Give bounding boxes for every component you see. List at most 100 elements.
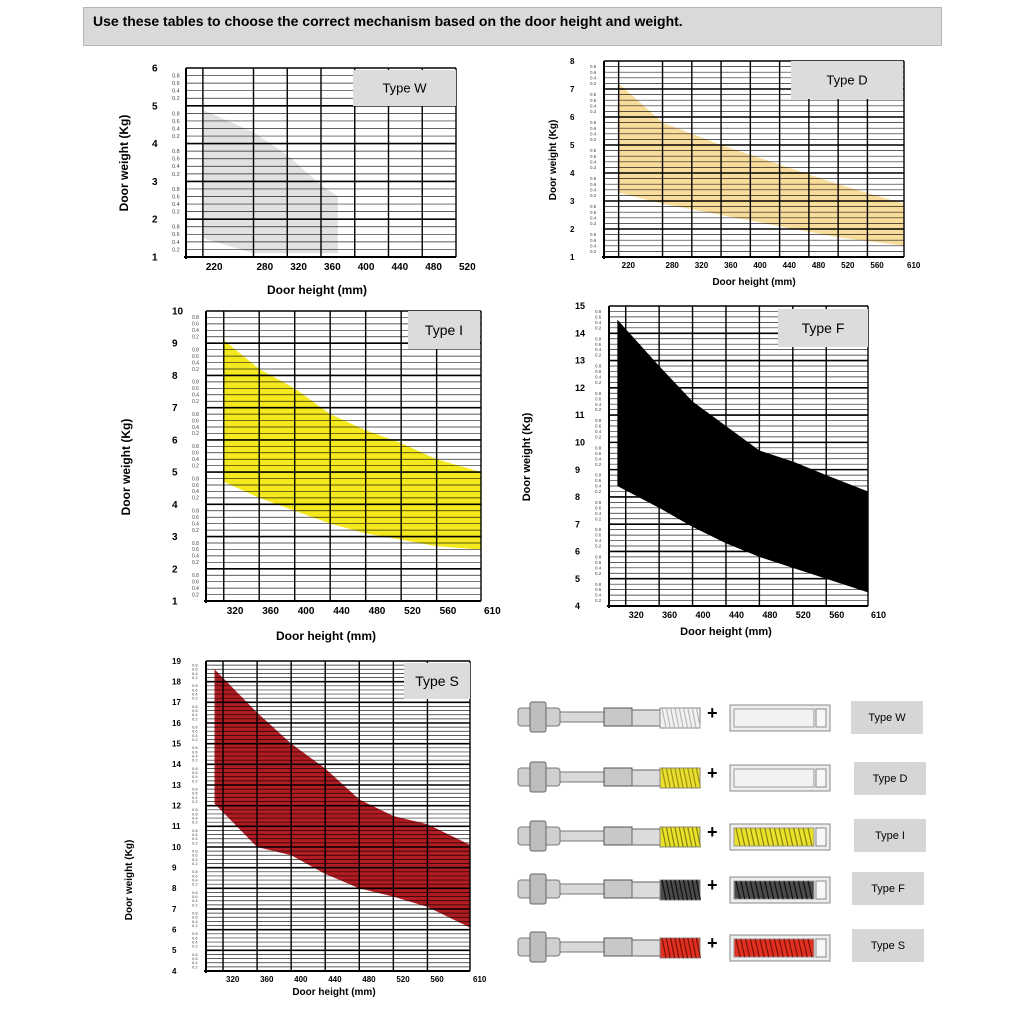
cartridge-cap <box>815 827 827 847</box>
cartridge-coil <box>807 938 813 958</box>
y-minor-tick-label: 0.8 <box>590 120 597 125</box>
y-minor-tick-label: 0.6 <box>192 515 199 521</box>
y-minor-tick-label: 0.4 <box>595 538 602 543</box>
spring-housing <box>631 709 661 727</box>
spring-coil <box>682 937 689 959</box>
hinge-plate <box>529 820 547 852</box>
spring-coil <box>682 826 689 848</box>
x-tick-label: 610 <box>907 261 921 270</box>
y-tick-label: 5 <box>172 946 177 955</box>
x-tick-label: 400 <box>358 262 375 273</box>
y-minor-tick-label: 0.6 <box>192 483 199 489</box>
y-tick-label: 11 <box>172 822 181 831</box>
mechanism-type-badge: Type S <box>852 929 924 962</box>
cartridge-coil <box>769 880 775 900</box>
chart-type-label-box <box>778 309 868 347</box>
y-minor-tick-label: 0.6 <box>192 956 198 961</box>
x-tick-label: 560 <box>440 606 457 617</box>
hinge-mechanism-image <box>517 701 831 733</box>
chart-type-label: Type F <box>802 320 845 336</box>
spring-coil <box>661 879 667 901</box>
y-minor-tick-label: 0.8 <box>192 541 199 547</box>
y-tick-label: 13 <box>575 356 585 366</box>
y-minor-tick-label: 0.2 <box>192 923 198 928</box>
y-minor-tick-label: 0.4 <box>590 159 597 164</box>
y-minor-tick-label: 0.8 <box>595 364 602 369</box>
mechanism-type-badge: Type I <box>854 819 926 852</box>
cartridge-coil <box>764 827 770 847</box>
y-minor-tick-label: 0.8 <box>595 309 602 314</box>
y-minor-tick-label: 0.6 <box>172 157 180 163</box>
spring-coil <box>670 826 676 848</box>
y-tick-label: 5 <box>570 141 575 150</box>
spring-coil <box>661 767 667 789</box>
y-minor-tick-label: 0.6 <box>192 708 198 713</box>
x-tick-label: 360 <box>324 262 341 273</box>
y-tick-label: 1 <box>172 597 178 608</box>
cartridge-coil <box>754 938 760 958</box>
y-minor-tick-label: 0.4 <box>192 877 198 882</box>
y-minor-tick-label: 0.4 <box>172 202 180 208</box>
y-minor-tick-label: 0.2 <box>172 96 180 102</box>
y-minor-tick-label: 0.2 <box>192 463 199 469</box>
x-tick-label: 320 <box>227 606 244 617</box>
hinge-plate <box>529 761 547 793</box>
spring-coil <box>670 879 676 901</box>
cartridge-coil <box>754 880 760 900</box>
y-minor-tick-label: 0.2 <box>192 399 199 405</box>
y-minor-tick-label: 0.6 <box>590 210 597 215</box>
cartridge-cap <box>815 938 827 958</box>
hinge-link <box>603 767 633 787</box>
y-minor-tick-label: 0.6 <box>595 424 602 429</box>
x-axis-title: Door height (mm) <box>680 626 772 638</box>
y-minor-tick-label: 0.4 <box>192 360 199 366</box>
y-minor-tick-label: 0.4 <box>595 456 602 461</box>
x-tick-label: 360 <box>662 610 677 620</box>
y-tick-label: 6 <box>570 113 575 122</box>
y-tick-label: 8 <box>172 884 177 893</box>
y-minor-tick-label: 0.8 <box>595 391 602 396</box>
y-minor-tick-label: 0.6 <box>192 547 199 553</box>
x-axis-title: Door height (mm) <box>276 629 376 643</box>
spring <box>659 767 701 789</box>
y-minor-tick-label: 0.8 <box>590 232 597 237</box>
x-tick-label: 610 <box>484 606 501 617</box>
cartridge-coil <box>807 827 813 847</box>
y-minor-tick-label: 0.4 <box>595 484 602 489</box>
y-minor-tick-label: 0.8 <box>192 380 199 386</box>
y-minor-tick-label: 0.2 <box>595 325 602 330</box>
x-tick-label: 480 <box>762 610 777 620</box>
y-minor-tick-label: 0.4 <box>595 593 602 598</box>
y-minor-tick-label: 0.8 <box>192 787 198 792</box>
y-minor-tick-label: 0.2 <box>595 434 602 439</box>
spring-coil <box>691 879 697 901</box>
x-tick-label: 480 <box>362 975 376 984</box>
y-minor-tick-label: 0.2 <box>192 367 199 373</box>
spring-housing <box>631 939 661 957</box>
y-minor-tick-label: 0.2 <box>172 210 180 216</box>
x-axis-title: Door height (mm) <box>267 283 367 297</box>
y-minor-tick-label: 0.4 <box>595 374 602 379</box>
y-minor-tick-label: 0.6 <box>172 119 180 125</box>
y-minor-tick-label: 0.4 <box>192 939 198 944</box>
x-axis-title: Door height (mm) <box>712 277 795 288</box>
y-axis-title: Door weight (Kg) <box>124 840 135 921</box>
y-minor-tick-label: 0.2 <box>590 81 597 86</box>
spring-coil <box>687 767 693 789</box>
y-tick-label: 9 <box>172 863 177 872</box>
y-minor-tick-label: 0.4 <box>595 320 602 325</box>
mechanism-row: + Type F <box>512 870 932 910</box>
cartridge-coil <box>773 938 779 958</box>
y-minor-tick-label: 0.2 <box>172 172 180 178</box>
spring-coil <box>682 767 689 789</box>
spring-coil <box>682 707 689 729</box>
y-minor-tick-label: 0.8 <box>595 582 602 587</box>
y-minor-tick-label: 0.6 <box>192 322 199 328</box>
y-minor-tick-label: 0.2 <box>192 675 198 680</box>
mechanism-type-badge: Type D <box>854 762 926 795</box>
y-tick-label: 14 <box>172 760 181 769</box>
y-minor-tick-label: 0.2 <box>192 592 199 598</box>
